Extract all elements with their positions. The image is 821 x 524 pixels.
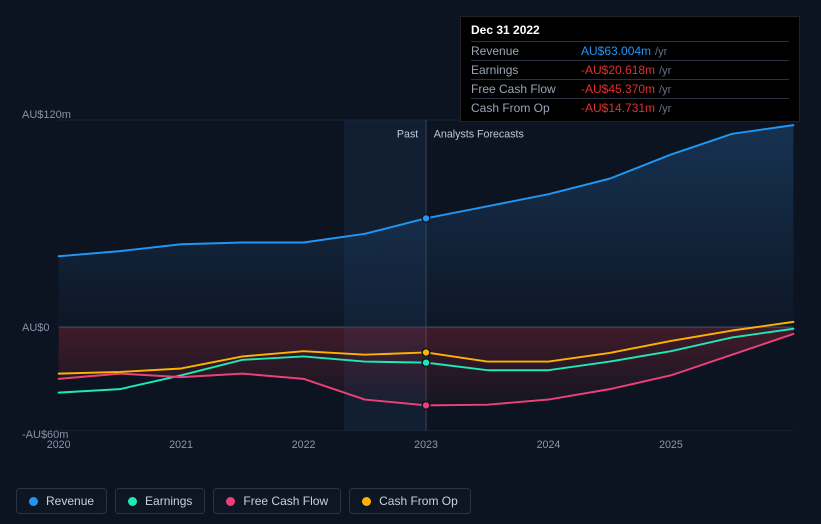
svg-text:Analysts Forecasts: Analysts Forecasts xyxy=(434,128,524,140)
x-tick-label: 2021 xyxy=(169,439,193,451)
tooltip-row-unit: /yr xyxy=(655,46,667,58)
series-marker-revenue xyxy=(422,214,430,222)
x-tick-label: 2025 xyxy=(659,439,683,451)
y-tick-label: AU$0 xyxy=(22,322,50,334)
legend-item-revenue[interactable]: Revenue xyxy=(16,488,107,514)
tooltip-row-label: Revenue xyxy=(471,44,581,58)
legend-dot-icon xyxy=(226,497,235,506)
chart-legend: Revenue Earnings Free Cash Flow Cash From O… xyxy=(16,488,471,514)
legend-item-label: Revenue xyxy=(46,494,94,508)
tooltip-row: Earnings-AU$20.618m/yr xyxy=(471,60,789,79)
tooltip-row-label: Cash From Op xyxy=(471,101,581,115)
legend-item-earnings[interactable]: Earnings xyxy=(115,488,205,514)
svg-text:Past: Past xyxy=(397,128,418,140)
series-marker-cfo xyxy=(422,349,430,357)
y-tick-label: AU$120m xyxy=(22,109,71,121)
tooltip-row-value: -AU$45.370m xyxy=(581,82,655,96)
tooltip-row: Free Cash Flow-AU$45.370m/yr xyxy=(471,79,789,98)
legend-dot-icon xyxy=(29,497,38,506)
legend-item-label: Earnings xyxy=(145,494,192,508)
tooltip-row-label: Earnings xyxy=(471,63,581,77)
legend-dot-icon xyxy=(362,497,371,506)
tooltip-row-value: AU$63.004m xyxy=(581,44,651,58)
tooltip-date: Dec 31 2022 xyxy=(471,23,789,37)
x-tick-label: 2023 xyxy=(414,439,438,451)
chart-svg: PastAnalysts Forecasts202020212022202320… xyxy=(16,120,805,450)
x-tick-label: 2022 xyxy=(292,439,316,451)
tooltip-row: Cash From Op-AU$14.731m/yr xyxy=(471,98,789,117)
legend-item-label: Cash From Op xyxy=(379,494,458,508)
tooltip-row-value: -AU$14.731m xyxy=(581,101,655,115)
chart-tooltip: Dec 31 2022 RevenueAU$63.004m/yrEarnings… xyxy=(460,16,800,122)
legend-dot-icon xyxy=(128,497,137,506)
tooltip-row: RevenueAU$63.004m/yr xyxy=(471,41,789,60)
x-tick-label: 2024 xyxy=(537,439,561,451)
tooltip-row-unit: /yr xyxy=(659,84,671,96)
legend-item-fcf[interactable]: Free Cash Flow xyxy=(213,488,341,514)
chart-plot-area: PastAnalysts Forecasts202020212022202320… xyxy=(16,120,805,450)
tooltip-row-unit: /yr xyxy=(659,103,671,115)
legend-item-label: Free Cash Flow xyxy=(243,494,328,508)
series-marker-earnings xyxy=(422,359,430,367)
legend-item-cfo[interactable]: Cash From Op xyxy=(349,488,471,514)
y-tick-label: -AU$60m xyxy=(22,429,68,441)
tooltip-row-label: Free Cash Flow xyxy=(471,82,581,96)
series-marker-fcf xyxy=(422,401,430,409)
tooltip-row-value: -AU$20.618m xyxy=(581,63,655,77)
tooltip-row-unit: /yr xyxy=(659,65,671,77)
